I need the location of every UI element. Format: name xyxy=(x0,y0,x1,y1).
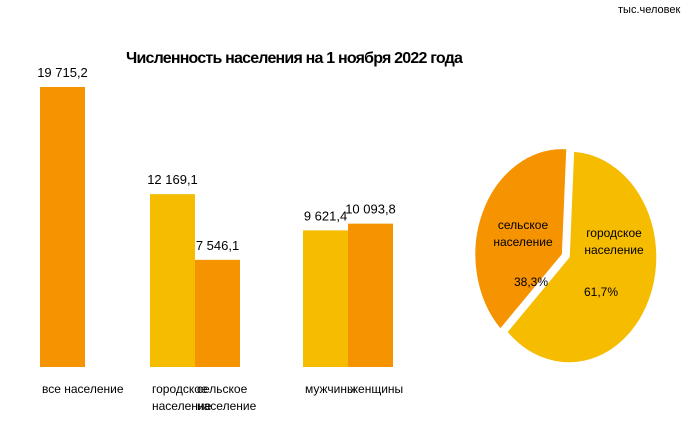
pie-slice-percent: 38,3% xyxy=(514,275,548,289)
pie-slice xyxy=(505,150,658,364)
pie-slice-name: население xyxy=(584,243,644,257)
pie-slice-percent: 61,7% xyxy=(584,285,618,299)
bar xyxy=(348,223,393,367)
category-label: городское xyxy=(152,382,208,396)
bar-value-label: 12 169,1 xyxy=(147,172,198,187)
bar-value-label: 19 715,2 xyxy=(37,65,88,80)
bar-value-label: 7 546,1 xyxy=(196,238,239,253)
pie-chart: сельское население 38,3% городское население… xyxy=(473,147,658,364)
bar xyxy=(303,230,348,367)
category-label: все население xyxy=(42,382,124,396)
category-label: сельское xyxy=(197,382,248,396)
category-label: население xyxy=(197,399,257,413)
pie-slice-name: сельское xyxy=(498,218,549,232)
category-label: население xyxy=(152,399,212,413)
bar xyxy=(40,87,85,367)
pie-slice xyxy=(473,147,568,331)
units-label: тыс.человек xyxy=(618,4,680,16)
category-label: женщины xyxy=(350,382,403,396)
bar xyxy=(195,259,240,367)
bar xyxy=(150,194,195,367)
chart-title: Численность населения на 1 ноября 2022 г… xyxy=(126,50,463,67)
category-label: мужчины xyxy=(305,382,356,396)
pie-slice-name: городское xyxy=(586,226,642,240)
bar-value-label: 10 093,8 xyxy=(345,202,396,217)
bar-chart: 19 715,2 все население 12 169,1 городское на… xyxy=(37,65,403,413)
bar-value-label: 9 621,4 xyxy=(304,208,347,223)
pie-slice-name: население xyxy=(493,235,553,249)
